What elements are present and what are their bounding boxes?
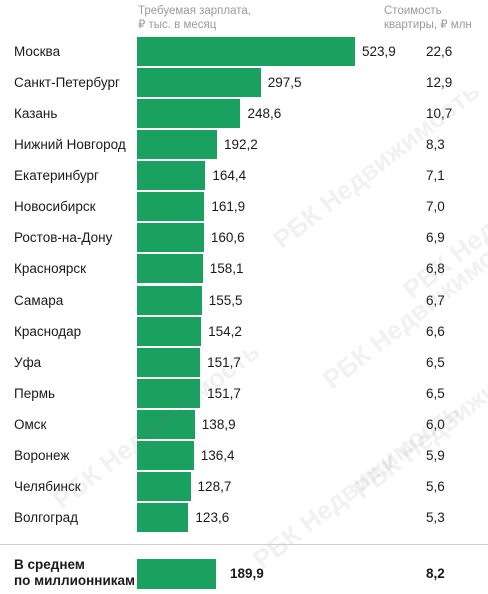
bar-row: Санкт-Петербург 297,5 12,9 bbox=[0, 67, 488, 98]
salary-value-label: 128,7 bbox=[197, 478, 232, 494]
salary-value-label: 248,6 bbox=[247, 106, 282, 122]
salary-bar bbox=[137, 130, 217, 160]
price-value-label: 5,3 bbox=[426, 510, 445, 526]
salary-value-label: 161,9 bbox=[211, 199, 246, 215]
price-value-label: 6,0 bbox=[426, 416, 445, 432]
average-label: В среднем по миллионникам bbox=[14, 557, 135, 588]
salary-value-label: 154,2 bbox=[208, 323, 242, 339]
bar-row: Уфа 151,7 6,5 bbox=[0, 347, 488, 378]
bar-row: Ростов-на-Дону 160,6 6,9 bbox=[0, 222, 488, 253]
price-value-label: 5,9 bbox=[426, 447, 445, 463]
bar-row: Екатеринбург 164,4 7,1 bbox=[0, 160, 488, 191]
price-value-label: 6,8 bbox=[426, 261, 445, 277]
salary-value-label: 136,4 bbox=[200, 447, 235, 463]
salary-bar bbox=[137, 503, 189, 533]
salary-bar bbox=[137, 440, 194, 470]
price-value-label: 7,0 bbox=[426, 199, 445, 215]
city-label: Пермь bbox=[14, 385, 56, 401]
salary-bar bbox=[137, 254, 203, 284]
bar-row: Самара 155,5 6,7 bbox=[0, 285, 488, 316]
salary-bar bbox=[137, 347, 201, 377]
salary-value-label: 151,7 bbox=[207, 354, 241, 370]
bar-row: Москва 523,9 22,6 bbox=[0, 36, 488, 67]
bar-axis-line bbox=[137, 36, 138, 532]
salary-bar bbox=[137, 37, 355, 66]
city-label: Москва bbox=[14, 44, 61, 59]
salary-bar bbox=[137, 223, 204, 253]
salary-column-title: Требуемая зарплата, ₽ тыс. в месяц bbox=[138, 5, 251, 31]
city-label: Санкт-Петербург bbox=[14, 75, 120, 91]
bar-row: Омск 138,9 6,0 bbox=[0, 409, 488, 440]
city-label: Самара bbox=[14, 292, 64, 308]
city-label: Краснодар bbox=[14, 323, 82, 339]
salary-value-label: 123,6 bbox=[195, 510, 230, 526]
city-label: Волгоград bbox=[14, 510, 79, 526]
salary-value-label: 138,9 bbox=[201, 416, 236, 432]
bar-row: Воронеж 136,4 5,9 bbox=[0, 440, 488, 471]
price-column-title: Стоимость квартиры, ₽ млн bbox=[384, 5, 472, 31]
salary-bar bbox=[137, 192, 205, 222]
salary-bar bbox=[137, 471, 191, 501]
bar-row: Нижний Новгород 192,2 8,3 bbox=[0, 129, 488, 160]
bar-row: Новосибирск 161,9 7,0 bbox=[0, 191, 488, 222]
bar-row: Красноярск 158,1 6,8 bbox=[0, 253, 488, 284]
bar-row: Пермь 151,7 6,5 bbox=[0, 378, 488, 409]
city-label: Ростов-на-Дону bbox=[14, 230, 113, 246]
price-value-label: 6,5 bbox=[426, 354, 445, 370]
price-value-label: 6,6 bbox=[426, 323, 445, 339]
average-salary-value: 189,9 bbox=[230, 566, 264, 581]
salary-value-label: 523,9 bbox=[362, 44, 396, 59]
salary-value-label: 164,4 bbox=[212, 168, 247, 184]
salary-value-label: 155,5 bbox=[208, 292, 243, 308]
salary-value-label: 151,7 bbox=[207, 385, 241, 401]
city-label: Екатеринбург bbox=[14, 168, 99, 184]
price-value-label: 8,3 bbox=[426, 137, 445, 153]
price-value-label: 22,6 bbox=[426, 44, 453, 59]
city-label: Уфа bbox=[14, 354, 42, 370]
bar-row: Краснодар 154,2 6,6 bbox=[0, 316, 488, 347]
salary-value-label: 160,6 bbox=[210, 230, 245, 246]
price-value-label: 6,7 bbox=[426, 292, 445, 308]
price-value-label: 7,1 bbox=[426, 168, 445, 184]
city-label: Омск bbox=[14, 416, 47, 432]
city-label: Челябинск bbox=[14, 478, 81, 494]
city-label: Красноярск bbox=[14, 261, 87, 277]
bar-row: Казань 248,6 10,7 bbox=[0, 98, 488, 129]
salary-bar bbox=[137, 99, 241, 129]
average-price-value: 8,2 bbox=[426, 566, 445, 581]
city-label: Нижний Новгород bbox=[14, 137, 126, 153]
price-value-label: 6,5 bbox=[426, 385, 445, 401]
salary-bar bbox=[137, 285, 202, 315]
city-label: Казань bbox=[14, 106, 58, 122]
salary-bar bbox=[137, 316, 202, 346]
price-value-label: 12,9 bbox=[426, 75, 453, 91]
price-value-label: 10,7 bbox=[426, 106, 453, 122]
average-bar bbox=[137, 559, 217, 589]
salary-bar bbox=[137, 161, 206, 191]
salary-bar bbox=[137, 409, 195, 439]
price-value-label: 6,9 bbox=[426, 230, 445, 246]
city-label: Воронеж bbox=[14, 447, 70, 463]
bar-row: Челябинск 128,7 5,6 bbox=[0, 471, 488, 502]
salary-value-label: 192,2 bbox=[223, 137, 258, 153]
city-label: Новосибирск bbox=[14, 199, 96, 215]
salary-bar bbox=[137, 378, 201, 408]
average-separator bbox=[0, 544, 488, 545]
salary-bar bbox=[137, 68, 261, 98]
price-value-label: 5,6 bbox=[426, 478, 445, 494]
salary-value-label: 297,5 bbox=[267, 75, 302, 91]
salary-value-label: 158,1 bbox=[209, 261, 244, 277]
bar-row: Волгоград 123,6 5,3 bbox=[0, 502, 488, 533]
